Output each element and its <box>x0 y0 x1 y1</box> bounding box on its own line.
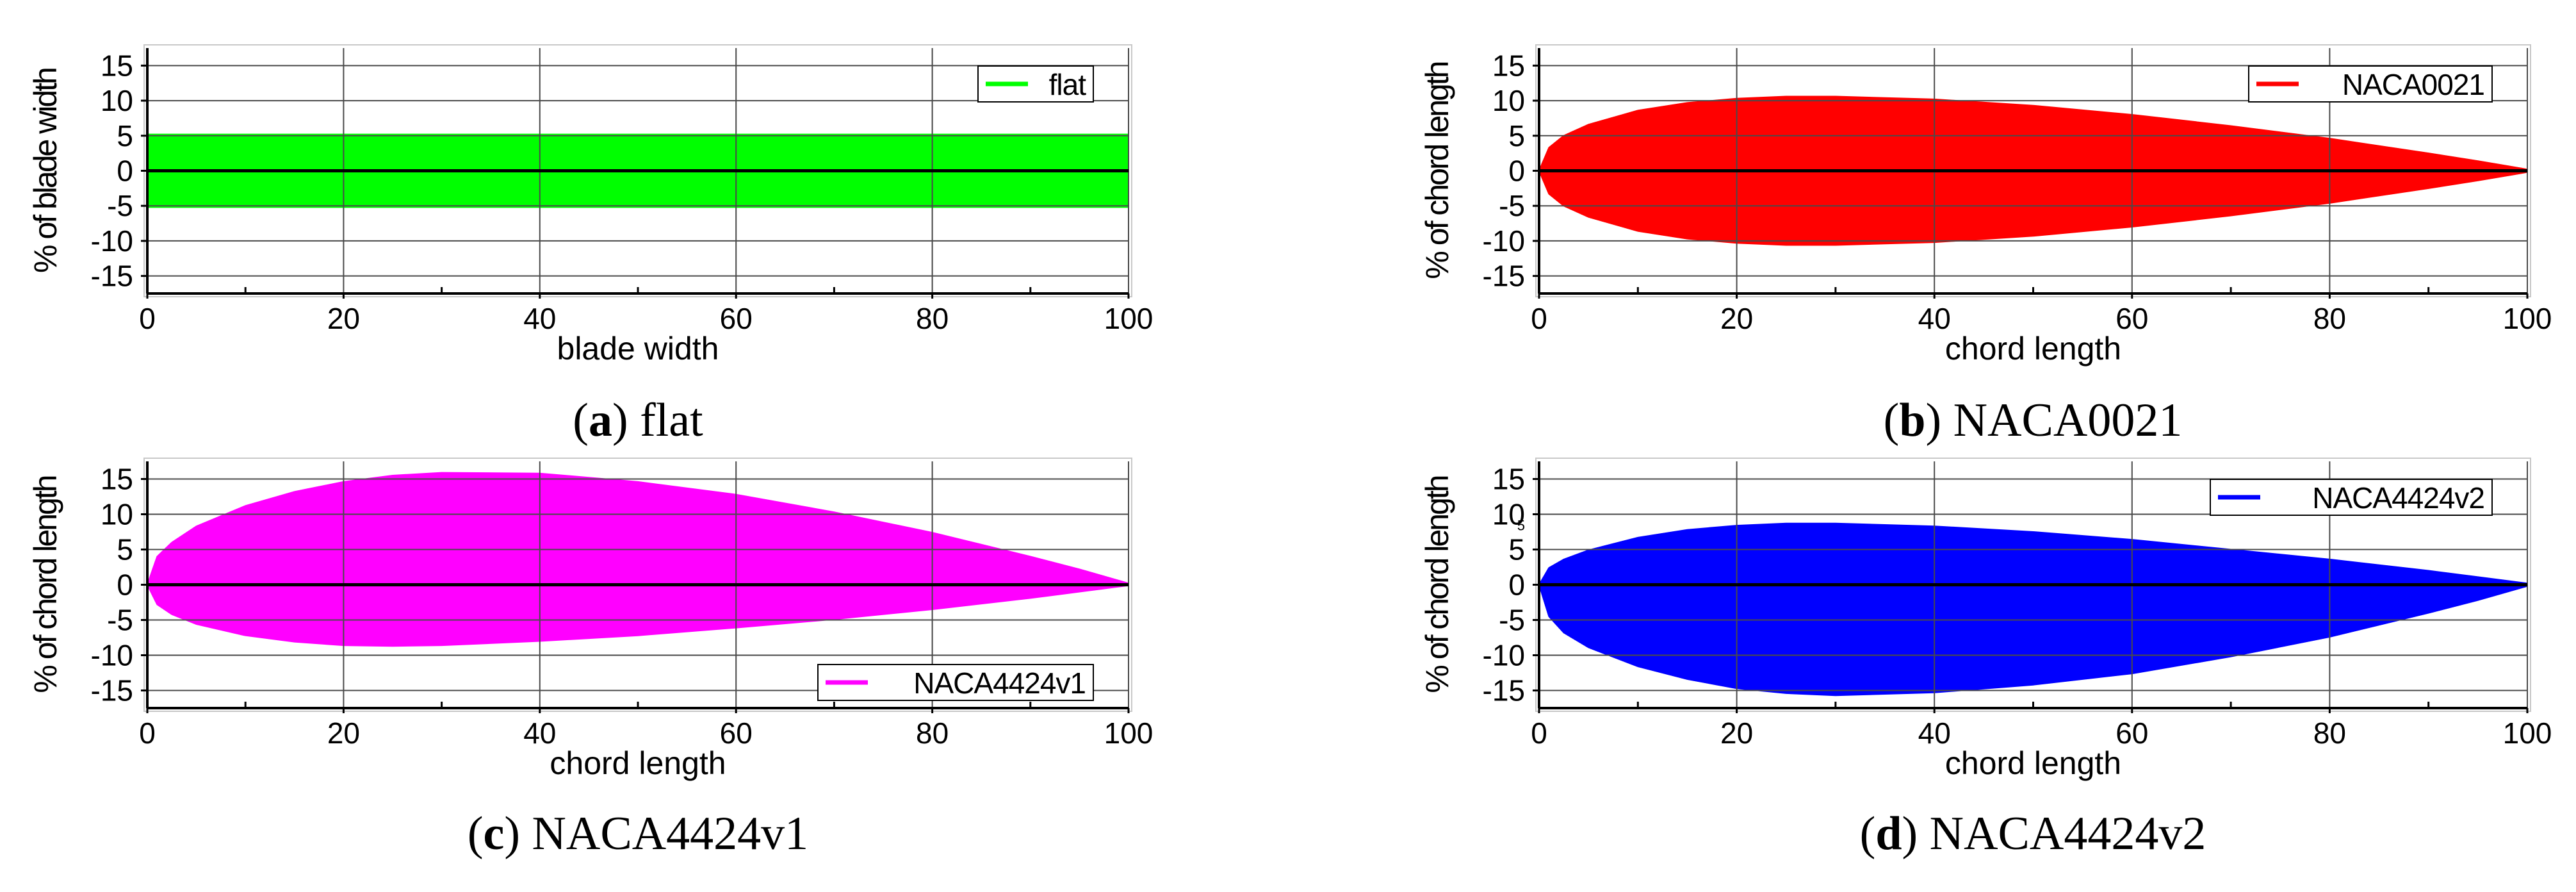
x-tick-label: 80 <box>916 302 949 335</box>
caption-paren-open: ( <box>468 807 484 860</box>
y-axis-label: % of chord length <box>28 476 63 693</box>
x-axis-label: chord length <box>550 745 726 781</box>
y-tick-label: -10 <box>1483 639 1525 672</box>
x-tick-label: 60 <box>2115 302 2148 335</box>
caption-paren-open: ( <box>1884 394 1900 447</box>
x-tick-label: 60 <box>720 302 753 335</box>
x-tick-label: 100 <box>1104 716 1153 750</box>
y-tick-label: 0 <box>117 568 133 602</box>
y-tick-label: -15 <box>1483 674 1525 707</box>
y-tick-label: 5 <box>117 533 133 566</box>
y-tick-label: 15 <box>101 463 133 496</box>
y-tick-label: 0 <box>117 154 133 188</box>
x-tick-label: 80 <box>2313 302 2346 335</box>
y-tick-label: 10 <box>1492 84 1525 117</box>
y-tick-label: -10 <box>91 224 133 258</box>
x-tick-label: 0 <box>1531 716 1547 750</box>
y-tick-label: -10 <box>1483 224 1525 258</box>
x-tick-label: 0 <box>139 302 156 335</box>
x-tick-label: 20 <box>1720 716 1753 750</box>
y-tick-label: 0 <box>1508 568 1525 602</box>
caption-text: NACA4424v2 <box>1930 807 2206 860</box>
legend: flat <box>977 65 1094 103</box>
x-axis-label: blade width <box>557 331 719 367</box>
x-tick-label: 40 <box>1918 716 1951 750</box>
x-tick-label: 100 <box>1104 302 1153 335</box>
caption-paren-close: ) <box>504 807 532 860</box>
panel-caption: (d) NACA4424v2 <box>1860 807 2206 860</box>
legend: NACA4424v2 <box>2210 479 2493 516</box>
y-tick-label: 10 <box>101 498 133 531</box>
caption-text: NACA0021 <box>1953 394 2183 447</box>
x-tick-label: 80 <box>2313 716 2346 750</box>
x-tick-label: 20 <box>327 302 360 335</box>
x-tick-label: 20 <box>1720 302 1753 335</box>
y-tick-label: 15 <box>101 49 133 82</box>
y-tick-label: -5 <box>107 604 133 637</box>
x-tick-label: 40 <box>1918 302 1951 335</box>
legend-label: NACA4424v1 <box>913 666 1086 700</box>
caption-letter: d <box>1875 807 1902 860</box>
y-axis-label: % of chord length <box>1419 62 1455 279</box>
caption-paren-open: ( <box>1860 807 1876 860</box>
y-tick-label: -15 <box>91 260 133 293</box>
caption-text: flat <box>640 394 703 447</box>
y-tick-label: 5 <box>117 119 133 153</box>
y-tick-label: 15 <box>1492 463 1525 496</box>
y-tick-label: -5 <box>1499 604 1525 637</box>
x-tick-label: 60 <box>2115 716 2148 750</box>
legend-label: NACA0021 <box>2342 68 2484 101</box>
caption-paren-close: ) <box>1925 394 1953 447</box>
caption-letter: a <box>589 394 612 447</box>
panel-caption: (a) flat <box>573 394 703 447</box>
panel-caption: (b) NACA0021 <box>1884 394 2183 447</box>
x-tick-label: 80 <box>916 716 949 750</box>
x-axis-label: chord length <box>1945 745 2121 781</box>
y-axis-label: % of chord length <box>1419 476 1455 693</box>
x-tick-label: 100 <box>2503 302 2552 335</box>
y-tick-label: 0 <box>1508 154 1525 188</box>
x-tick-label: 0 <box>139 716 156 750</box>
y-tick-label: 5 <box>1508 119 1525 153</box>
y-tick-label: -10 <box>91 639 133 672</box>
x-tick-label: 40 <box>523 716 556 750</box>
caption-paren-close: ) <box>1902 807 1929 860</box>
y-tick-label: 10 <box>101 84 133 117</box>
y-tick-label: -15 <box>91 674 133 707</box>
panel-caption: (c) NACA4424v1 <box>468 807 808 860</box>
x-tick-label: 20 <box>327 716 360 750</box>
caption-paren-open: ( <box>573 394 589 447</box>
legend-label: NACA4424v2 <box>2312 481 2484 515</box>
legend-label: flat <box>1049 68 1087 101</box>
caption-text: NACA4424v1 <box>532 807 808 860</box>
y-tick-label: -5 <box>107 189 133 222</box>
y-axis-label: % of blade width <box>28 69 63 273</box>
x-tick-label: 60 <box>720 716 753 750</box>
y-tick-label: 5 <box>1508 533 1525 566</box>
x-tick-label: 40 <box>523 302 556 335</box>
legend: NACA0021 <box>2248 65 2493 103</box>
legend: NACA4424v1 <box>817 664 1094 701</box>
caption-letter: b <box>1899 394 1925 447</box>
x-tick-label: 100 <box>2503 716 2552 750</box>
caption-letter: c <box>483 807 504 860</box>
x-axis-label: chord length <box>1945 331 2121 367</box>
y-tick-label: 15 <box>1492 49 1525 82</box>
x-tick-label: 0 <box>1531 302 1547 335</box>
extra-tick-label: 5 <box>1517 518 1525 534</box>
caption-paren-close: ) <box>612 394 640 447</box>
y-tick-label: 10 <box>1492 498 1525 531</box>
y-tick-label: -5 <box>1499 189 1525 222</box>
y-tick-label: -15 <box>1483 260 1525 293</box>
